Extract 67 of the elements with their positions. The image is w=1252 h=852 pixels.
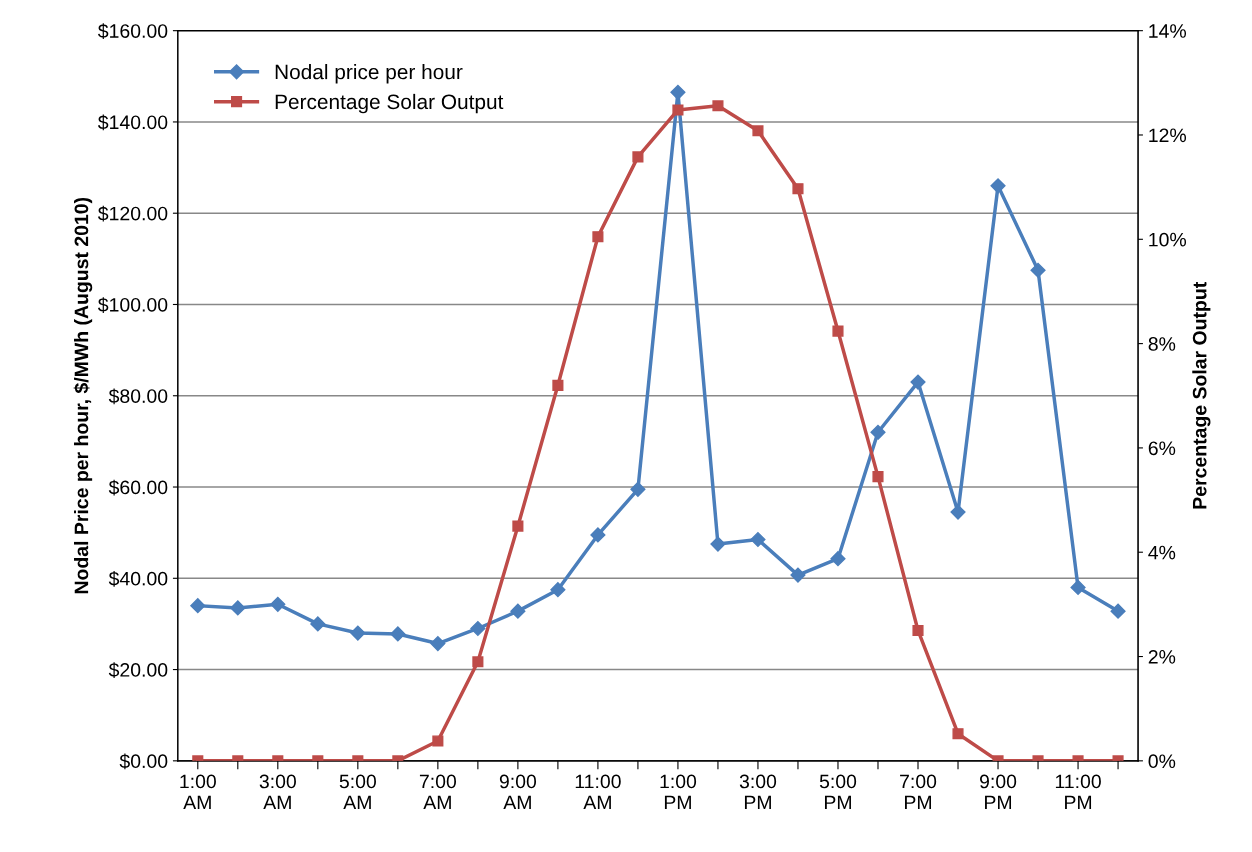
y-tick-label: $100.00 (97, 297, 168, 313)
y-tick-label: $120.00 (97, 205, 168, 222)
point (790, 567, 806, 583)
point (832, 325, 844, 337)
point (1070, 579, 1086, 595)
x-tick-label: 7:00 PM (900, 774, 937, 810)
point (512, 520, 524, 532)
y2-tick-label: 8% (1148, 337, 1176, 351)
point (550, 582, 566, 598)
y-tick-label: $140.00 (97, 114, 168, 131)
point (632, 151, 644, 163)
y-tick-label: $0.00 (119, 753, 168, 770)
y-tick-label: $160.00 (97, 23, 168, 40)
point (712, 100, 724, 112)
legend-label: Percentage Solar Output (275, 93, 504, 114)
x-tick-label: 1:00 PM (660, 774, 697, 810)
x-tick-label: 11:00 AM (575, 774, 621, 810)
point (750, 531, 766, 548)
point (190, 598, 206, 614)
x-tick-label: 5:00 AM (339, 774, 376, 810)
point (470, 620, 486, 637)
y2-tick-label: 12% (1149, 128, 1187, 143)
x-tick-label: 3:00 AM (259, 774, 296, 810)
x-tick-label: 5:00 PM (819, 774, 857, 810)
point (430, 635, 446, 652)
point (990, 178, 1006, 194)
y2-tick-label: 0% (1148, 754, 1176, 769)
x-tick-label: 11:00 PM (1055, 774, 1101, 810)
point (592, 231, 604, 243)
point (590, 527, 606, 543)
point (630, 481, 646, 497)
point (310, 616, 326, 632)
point (390, 626, 406, 642)
point (552, 379, 564, 391)
y-tick-label: $60.00 (108, 479, 168, 496)
point (1110, 603, 1126, 619)
point (830, 551, 846, 567)
point (510, 603, 526, 619)
y-axis-title: Nodal Price per hour, $/MWh (August 2010) (73, 197, 93, 594)
y2-tick-label: 6% (1148, 441, 1176, 456)
y2-tick-label: 2% (1148, 649, 1176, 664)
y2-tick-label: 4% (1148, 545, 1176, 560)
point (1030, 262, 1046, 278)
point (710, 536, 726, 552)
y2-axis-title: Percentage Solar Output (1192, 282, 1211, 509)
point (752, 125, 764, 137)
point (950, 504, 966, 520)
y-tick-label: $20.00 (108, 662, 168, 678)
point (350, 625, 366, 641)
point (872, 471, 884, 483)
point (672, 104, 684, 116)
y-tick-label: $80.00 (108, 388, 168, 405)
point (670, 84, 686, 100)
y2-tick-label: 10% (1149, 232, 1187, 247)
x-tick-label: 9:00 PM (980, 774, 1017, 810)
point (270, 596, 286, 612)
point (910, 374, 926, 390)
point (792, 183, 804, 195)
legend-label: Nodal price per hour (275, 64, 463, 84)
y-tick-label: $40.00 (108, 570, 168, 587)
x-tick-label: 1:00 AM (180, 774, 216, 810)
point (870, 424, 886, 440)
y2-tick-label: 14% (1149, 24, 1187, 38)
x-tick-label: 3:00 PM (739, 774, 777, 810)
x-tick-label: 7:00 AM (419, 774, 457, 810)
point (230, 600, 246, 616)
x-tick-label: 9:00 AM (499, 774, 537, 810)
